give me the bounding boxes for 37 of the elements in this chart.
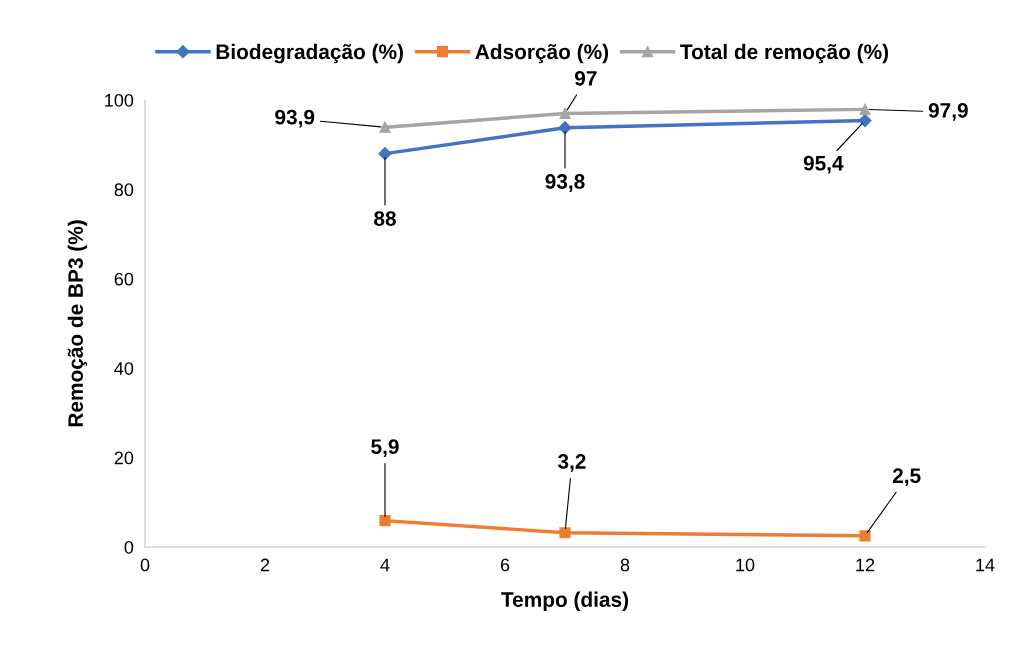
data-label: 97,9 bbox=[928, 103, 968, 121]
data-label: 95,4 bbox=[803, 155, 844, 174]
data-label: 93,9 bbox=[275, 109, 315, 128]
x-tick-label: 12 bbox=[856, 558, 875, 572]
x-tick-label: 8 bbox=[620, 558, 630, 572]
y-tick-label: 100 bbox=[105, 93, 134, 107]
point bbox=[378, 147, 392, 161]
data-label: 5,9 bbox=[371, 439, 399, 458]
point bbox=[559, 527, 571, 539]
x-tick-label: 0 bbox=[140, 558, 150, 572]
legend-label: Adsorção (%) bbox=[475, 43, 609, 64]
point bbox=[859, 530, 871, 542]
x-tick-label: 10 bbox=[736, 558, 755, 572]
y-tick-label: 0 bbox=[124, 540, 134, 554]
y-tick-label: 80 bbox=[114, 183, 134, 197]
y-axis-title: Remoção de BP3 (%) bbox=[67, 220, 88, 427]
legend-label: Total de remoção (%) bbox=[680, 43, 889, 64]
data-label: 93,8 bbox=[545, 174, 585, 192]
legend-label: Biodegradação (%) bbox=[216, 43, 403, 64]
y-tick-label: 60 bbox=[114, 272, 134, 286]
point bbox=[559, 107, 571, 119]
point bbox=[379, 121, 391, 133]
point bbox=[558, 121, 572, 135]
x-tick-label: 2 bbox=[260, 558, 270, 572]
x-axis-title: Tempo (dias) bbox=[501, 591, 629, 612]
data-label: 2,5 bbox=[892, 468, 921, 487]
data-label: 88 bbox=[374, 211, 396, 226]
y-tick-label: 20 bbox=[114, 451, 134, 465]
x-tick-label: 14 bbox=[976, 558, 995, 572]
x-tick-label: 6 bbox=[500, 558, 510, 572]
point bbox=[858, 113, 872, 128]
data-label: 3,2 bbox=[557, 454, 586, 472]
y-tick-label: 40 bbox=[114, 362, 134, 375]
x-tick-label: 4 bbox=[380, 558, 390, 572]
data-label: 97 bbox=[574, 70, 597, 86]
point bbox=[379, 515, 391, 527]
point bbox=[859, 103, 871, 115]
